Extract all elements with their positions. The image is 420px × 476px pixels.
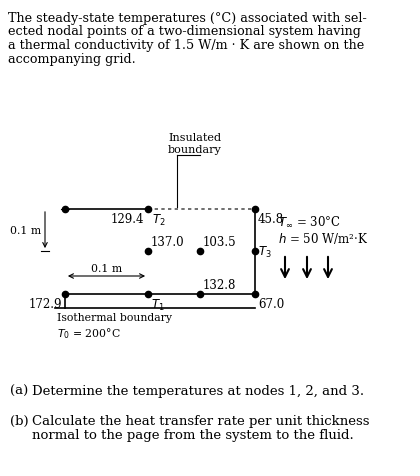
Text: Insulated
boundary: Insulated boundary	[168, 133, 222, 155]
Text: 0.1 m: 0.1 m	[10, 226, 41, 236]
Text: accompanying grid.: accompanying grid.	[8, 52, 136, 65]
Text: Isothermal boundary: Isothermal boundary	[57, 312, 172, 322]
Text: 45.8: 45.8	[258, 213, 284, 226]
Text: 67.0: 67.0	[258, 298, 284, 310]
Text: $T_0$ = 200°C: $T_0$ = 200°C	[57, 325, 121, 340]
Text: $h$ = 50 W/m²·K: $h$ = 50 W/m²·K	[278, 230, 368, 246]
Text: 137.0: 137.0	[151, 236, 185, 248]
Text: 172.9: 172.9	[29, 298, 62, 310]
Text: a thermal conductivity of 1.5 W/m · K are shown on the: a thermal conductivity of 1.5 W/m · K ar…	[8, 39, 364, 52]
Text: The steady-state temperatures (°C) associated with sel-: The steady-state temperatures (°C) assoc…	[8, 12, 367, 25]
Text: Determine the temperatures at nodes 1, 2, and 3.: Determine the temperatures at nodes 1, 2…	[32, 384, 364, 397]
Text: normal to the page from the system to the fluid.: normal to the page from the system to th…	[32, 428, 354, 441]
Text: 132.8: 132.8	[203, 278, 236, 291]
Text: Calculate the heat transfer rate per unit thickness: Calculate the heat transfer rate per uni…	[32, 414, 370, 427]
Text: $T_1$: $T_1$	[151, 298, 165, 312]
Text: (a): (a)	[10, 384, 28, 397]
Text: ected nodal points of a two-dimensional system having: ected nodal points of a two-dimensional …	[8, 25, 361, 39]
Text: 0.1 m: 0.1 m	[91, 263, 122, 273]
Text: 103.5: 103.5	[203, 236, 236, 248]
Text: 129.4: 129.4	[110, 213, 144, 226]
Text: $T_\infty$ = 30°C: $T_\infty$ = 30°C	[278, 215, 341, 228]
Text: (b): (b)	[10, 414, 29, 427]
Text: $T_3$: $T_3$	[258, 244, 272, 259]
Text: $T_2$: $T_2$	[152, 213, 165, 228]
